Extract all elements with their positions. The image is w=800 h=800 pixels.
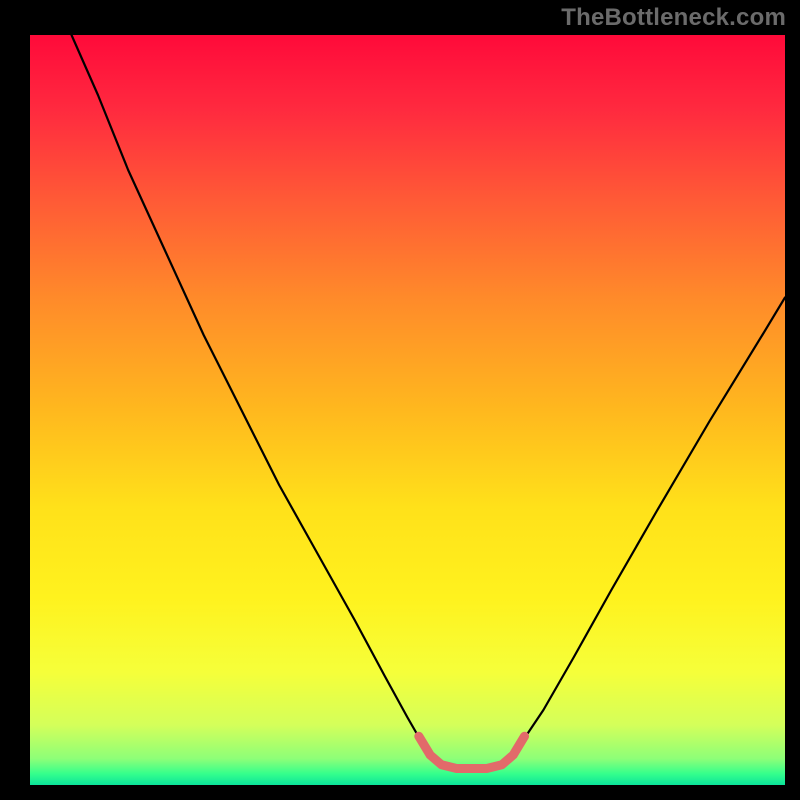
watermark-text: TheBottleneck.com: [561, 4, 786, 32]
chart-svg: [30, 35, 785, 785]
plot-area: [30, 35, 785, 785]
